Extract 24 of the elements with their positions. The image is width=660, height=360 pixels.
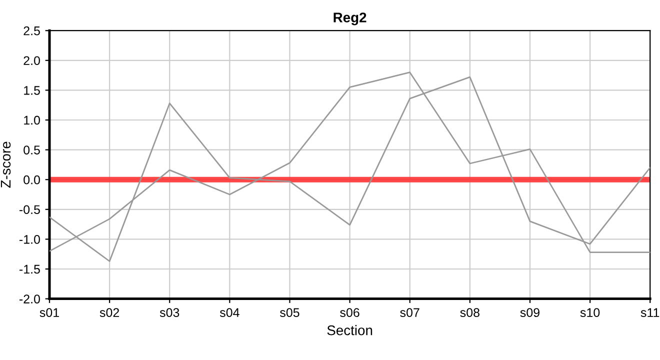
x-tick-label: s11 bbox=[640, 308, 660, 318]
x-tick-label: s07 bbox=[400, 308, 420, 318]
x-tick-label: s10 bbox=[580, 308, 600, 318]
x-tick-label: s06 bbox=[340, 308, 360, 318]
x-tick-label: s09 bbox=[520, 308, 540, 318]
y-tick-label: -1.0 bbox=[19, 235, 40, 244]
y-tick-label: 1.5 bbox=[24, 86, 40, 95]
x-tick-label: s02 bbox=[100, 308, 120, 318]
chart-title: Reg2 bbox=[334, 12, 366, 26]
x-tick-label: s05 bbox=[280, 308, 300, 318]
y-tick-label: -2.0 bbox=[19, 294, 40, 304]
x-tick-label: s08 bbox=[460, 308, 480, 318]
y-tick-label: -0.5 bbox=[19, 205, 40, 214]
y-tick-label: 2.0 bbox=[24, 56, 40, 66]
x-tick-label: s01 bbox=[40, 308, 59, 318]
x-axis-title: Section bbox=[327, 325, 372, 336]
y-tick-label: 0.5 bbox=[24, 146, 40, 154]
y-tick-label: 2.5 bbox=[24, 26, 40, 36]
x-tick-label: s03 bbox=[160, 308, 180, 318]
y-axis-title: Z-score bbox=[0, 142, 11, 188]
y-tick-label: -1.5 bbox=[19, 264, 40, 274]
y-tick-label: 1.0 bbox=[24, 116, 40, 125]
y-tick-label: 0.0 bbox=[24, 175, 40, 184]
x-tick-label: s04 bbox=[220, 308, 240, 318]
